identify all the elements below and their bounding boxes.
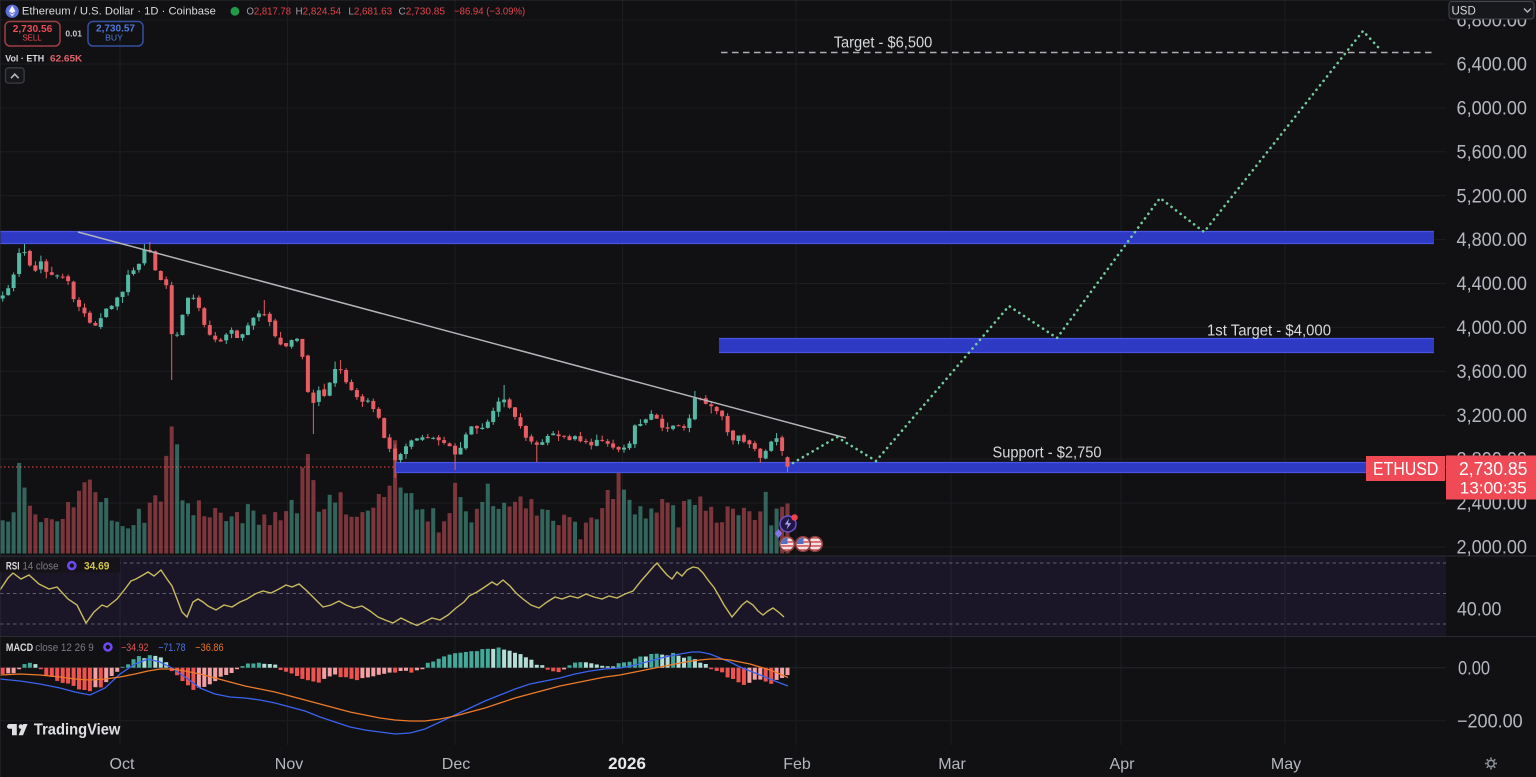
svg-text:2,000.00: 2,000.00 [1457,538,1528,559]
svg-text:62.65K: 62.65K [50,54,82,65]
svg-text:SELL: SELL [22,32,42,42]
svg-text:Support - $2,750: Support - $2,750 [993,445,1102,462]
svg-text:6,400.00: 6,400.00 [1457,55,1528,76]
svg-text:3,600.00: 3,600.00 [1457,362,1528,383]
svg-text:RSI: RSI [6,561,20,573]
svg-text:−36.86: −36.86 [195,642,223,654]
svg-text:1st Target - $4,000: 1st Target - $4,000 [1207,323,1331,340]
svg-text:Dec: Dec [442,756,470,773]
svg-text:ETHUSD: ETHUSD [1373,459,1438,479]
svg-text:close 12 26 9: close 12 26 9 [35,642,94,654]
svg-text:−71.78: −71.78 [158,642,185,654]
svg-text:5,200.00: 5,200.00 [1457,186,1528,207]
svg-text:4,400.00: 4,400.00 [1457,274,1528,295]
svg-text:H2,824.54: H2,824.54 [296,6,342,18]
svg-text:2,730.85: 2,730.85 [1459,459,1527,479]
svg-text:Vol · ETH: Vol · ETH [5,54,44,65]
svg-text:L2,681.63: L2,681.63 [348,6,392,18]
svg-text:0.00: 0.00 [1458,658,1490,679]
svg-text:−34.92: −34.92 [121,642,148,654]
svg-text:Feb: Feb [783,756,811,773]
svg-text:Oct: Oct [110,756,135,773]
svg-text:2,730.57: 2,730.57 [96,23,135,35]
svg-text:−86.94 (−3.09%): −86.94 (−3.09%) [454,6,525,18]
svg-text:4,000.00: 4,000.00 [1457,318,1528,339]
svg-text:Mar: Mar [938,756,966,773]
svg-text:MACD: MACD [6,642,33,654]
svg-text:Target - $6,500: Target - $6,500 [834,34,933,51]
svg-text:6,000.00: 6,000.00 [1457,99,1528,120]
svg-text:TradingView: TradingView [34,722,121,739]
svg-text:34.69: 34.69 [84,561,109,573]
svg-text:−200.00: −200.00 [1457,711,1523,732]
svg-text:13:00:35: 13:00:35 [1460,479,1527,498]
svg-text:May: May [1271,756,1301,773]
svg-text:14 close: 14 close [23,561,59,573]
svg-text:O2,817.78: O2,817.78 [247,6,292,18]
svg-text:Ethereum / U.S. Dollar · 1D ·: Ethereum / U.S. Dollar · 1D · Coinbase [22,6,216,18]
svg-text:4,800.00: 4,800.00 [1457,230,1528,251]
svg-text:40.00: 40.00 [1457,599,1501,620]
svg-text:BUY: BUY [105,32,123,42]
svg-text:Nov: Nov [275,756,303,773]
svg-text:Apr: Apr [1110,756,1136,773]
svg-text:2,730.56: 2,730.56 [13,23,53,35]
svg-text:5,600.00: 5,600.00 [1457,142,1528,163]
svg-text:3,200.00: 3,200.00 [1457,406,1528,427]
svg-text:0.01: 0.01 [65,29,82,39]
svg-text:USD: USD [1452,6,1476,18]
svg-text:2026: 2026 [608,754,646,773]
svg-text:C2,730.85: C2,730.85 [399,6,446,18]
